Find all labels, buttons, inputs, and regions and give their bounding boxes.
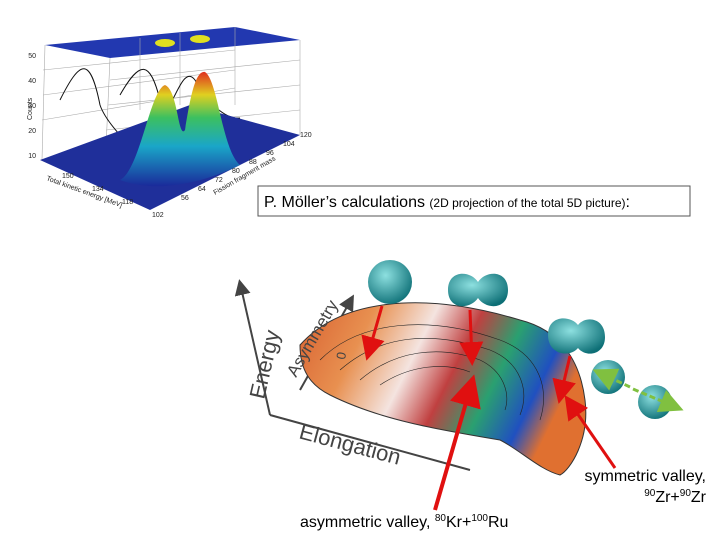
elongation-axis (269, 414, 471, 471)
tick-label: 40 (28, 78, 36, 85)
tick-label: 104 (283, 141, 295, 148)
elongation-label: Elongation (297, 419, 404, 470)
tick-label: 10 (28, 153, 36, 160)
caption: P. Möller’s calculations (2D projection … (264, 194, 630, 211)
red-arrow (433, 374, 481, 511)
symmetric-label: symmetric valley, (585, 468, 707, 485)
caption-note: (2D projection of the total 5D picture) (429, 196, 625, 210)
tick-label: 134 (92, 186, 104, 193)
red-arrow (552, 355, 576, 404)
tick-label: 30 (28, 103, 36, 110)
element: Zr (691, 489, 707, 506)
caption-box (257, 185, 691, 217)
asymmetric-label: asymmetric valley, 80Kr+100Ru (300, 513, 508, 531)
mass-number: 80 (435, 513, 447, 524)
red-arrow (459, 309, 484, 366)
mass-number: 90 (680, 488, 692, 499)
tick-label: 88 (249, 159, 257, 166)
tick-label: 120 (300, 132, 312, 139)
symmetric-reaction: 90Zr+90Zr (644, 488, 706, 506)
axis-label: Counts (27, 97, 34, 120)
mass-number: 90 (644, 488, 656, 499)
tick-label: 20 (28, 128, 36, 135)
tick-label: 72 (215, 177, 223, 184)
caption-title: P. Möller’s calculations (264, 194, 425, 211)
energy-axis (234, 279, 271, 416)
projection-spot (190, 35, 210, 43)
tick-label: 56 (181, 195, 189, 202)
nucleus-shape (448, 273, 508, 307)
tick-label: 50 (28, 53, 36, 60)
element: Ru (488, 514, 508, 531)
red-arrow (361, 305, 385, 361)
label-text: symmetric valley, (585, 468, 707, 485)
nucleus-shape (548, 318, 605, 354)
tick-label: 64 (198, 186, 206, 193)
fragment (591, 360, 625, 394)
energy-label: Energy (245, 328, 285, 402)
nucleus-shape (368, 260, 412, 304)
separation-arrow (632, 387, 684, 413)
peak-surface (120, 71, 240, 187)
caption-colon: : (626, 194, 630, 211)
element: Kr+ (446, 514, 471, 531)
tick-label: 118 (122, 199, 133, 206)
projection-spot (155, 39, 175, 47)
tick-label: 96 (266, 150, 274, 157)
label-text: asymmetric valley, (300, 514, 435, 531)
separation-arrow (592, 368, 631, 391)
zero-label: 0 (333, 351, 349, 361)
red-arrow (564, 395, 617, 469)
mass-number: 100 (471, 513, 488, 524)
tick-label: 102 (152, 212, 164, 219)
tick-label: 80 (232, 168, 240, 175)
element: Zr+ (655, 489, 679, 506)
tick-label: 150 (62, 173, 74, 180)
